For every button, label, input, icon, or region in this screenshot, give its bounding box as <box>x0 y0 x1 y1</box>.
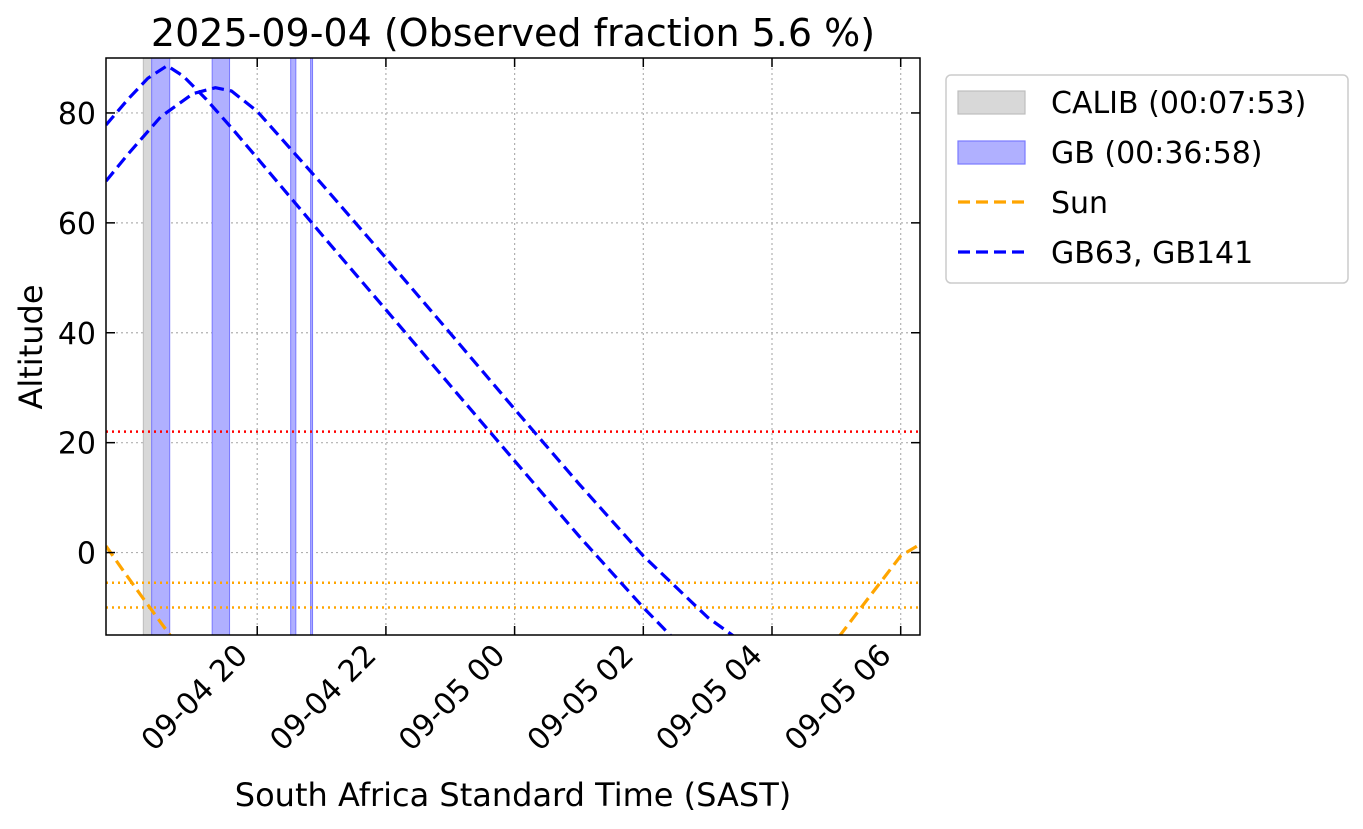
series-lines <box>106 64 920 635</box>
calib-span <box>142 58 153 635</box>
legend-label: GB63, GB141 <box>1051 236 1253 271</box>
x-tick-label: 09-05 02 <box>521 638 641 758</box>
legend-label: Sun <box>1051 186 1108 221</box>
x-tick-label: 09-04 22 <box>263 638 383 758</box>
x-tick-label: 09-05 00 <box>392 638 512 758</box>
gb-span <box>151 58 171 635</box>
plot-frame <box>105 57 921 636</box>
reference-lines <box>106 430 920 609</box>
series-line-sun <box>106 542 920 635</box>
axis-ticks: 09-04 20 09-04 22 09-05 00 09-05 02 09-05 04… <box>58 58 920 758</box>
gb-span <box>310 58 314 635</box>
series-line-gb141 <box>106 86 735 635</box>
legend-label: GB (00:36:58) <box>1051 136 1263 171</box>
observation-spans <box>142 58 314 635</box>
chart-title: 2025-09-04 (Observed fraction 5.6 %) <box>151 11 875 55</box>
legend-label: CALIB (00:07:53) <box>1051 86 1306 121</box>
x-tick-label: 09-05 04 <box>650 638 770 758</box>
y-tick-label: 60 <box>58 207 96 242</box>
y-axis-label: Altitude <box>12 284 50 409</box>
legend: CALIB (00:07:53) GB (00:36:58) Sun GB63, GB… <box>945 74 1349 284</box>
legend-frame <box>945 74 1349 284</box>
gb-span <box>211 58 231 635</box>
legend-swatch <box>957 140 1026 165</box>
y-tick-label: 40 <box>58 317 96 352</box>
x-axis-label: South Africa Standard Time (SAST) <box>235 776 791 814</box>
gb-span <box>290 58 297 635</box>
grid <box>106 58 920 635</box>
y-tick-label: 20 <box>58 427 96 462</box>
x-tick-label: 09-05 06 <box>778 638 898 758</box>
y-tick-label: 80 <box>58 97 96 132</box>
legend-swatch <box>957 90 1026 115</box>
series-line-gb63 <box>106 64 673 635</box>
y-tick-label: 0 <box>77 537 96 572</box>
x-tick-label: 09-04 20 <box>135 638 255 758</box>
